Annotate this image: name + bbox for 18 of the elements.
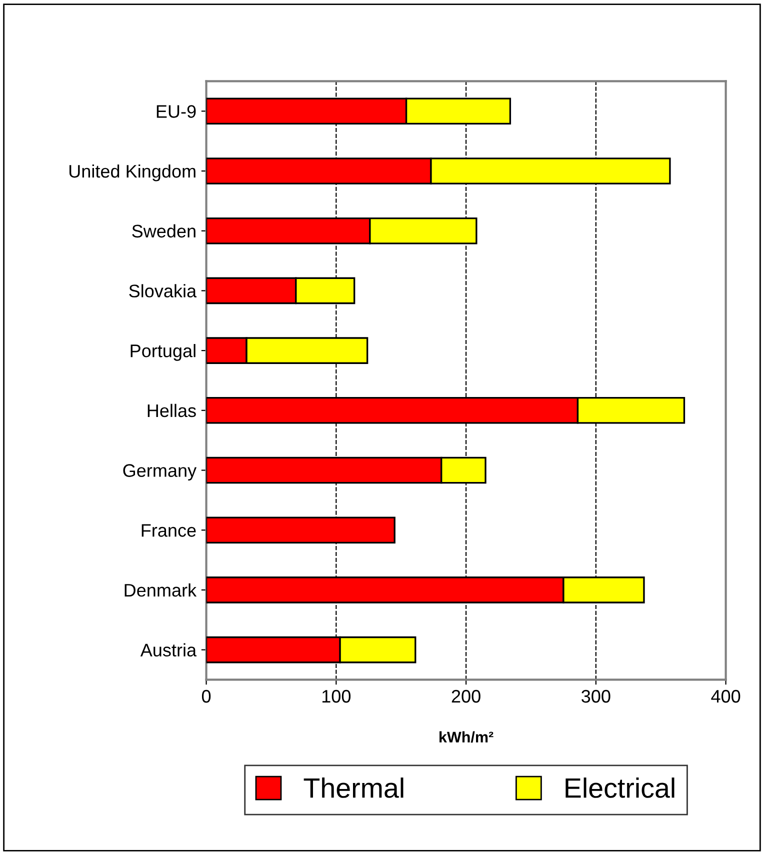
y-tick-label: Hellas (148, 404, 196, 418)
legend-label: Electrical (566, 778, 674, 798)
y-tick-label: Austria (140, 643, 197, 657)
x-tick-label: 0 (202, 690, 211, 703)
y-tick-label: Sweden (132, 224, 196, 238)
x-tick-label: 300 (582, 690, 610, 703)
y-tick-label: Germany (123, 464, 197, 481)
y-tick-label: Slovakia (129, 284, 197, 298)
y-tick-label: Denmark (124, 583, 197, 597)
x-tick-label: 200 (452, 690, 480, 703)
x-tick-label: 100 (322, 690, 351, 703)
y-tick-label: Portugal (130, 344, 196, 361)
y-tick-label: France (142, 524, 196, 537)
x-axis-title: kWh/m² (440, 731, 494, 743)
y-tick-label: EU-9 (156, 105, 196, 118)
legend-label: Thermal (304, 778, 404, 798)
x-tick-label: 400 (711, 690, 740, 703)
y-tick-label: United Kingdom (69, 164, 196, 182)
